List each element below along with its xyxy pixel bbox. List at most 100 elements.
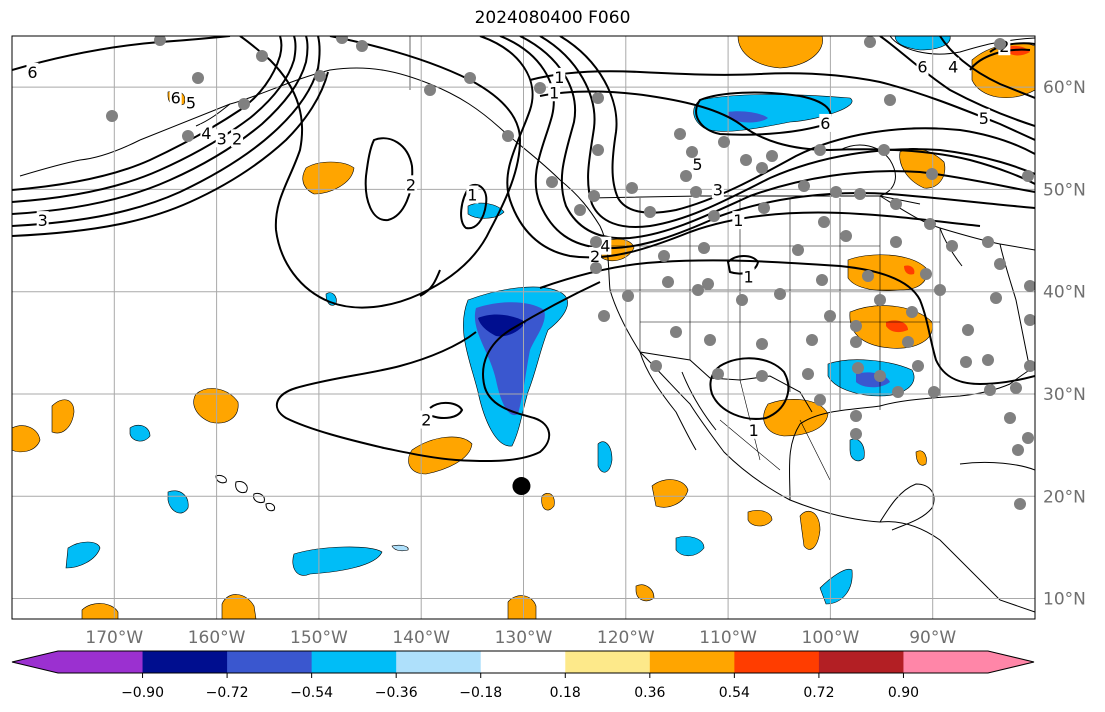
negative-anomaly-area (894, 36, 951, 51)
contour-label: 6 (27, 63, 37, 82)
colorbar-segment (903, 651, 989, 673)
negative-anomaly-area (65, 541, 101, 569)
latitude-tick-label: 20°N (1043, 487, 1086, 507)
latitude-tick-label: 60°N (1043, 78, 1086, 98)
colorbar-tick-label: 0.54 (719, 685, 750, 701)
positive-anomaly-area (799, 510, 821, 550)
contour-label: 3 (217, 129, 227, 148)
contour-label: 5 (692, 155, 702, 174)
positive-anomaly-area (12, 425, 41, 453)
latitude-labels: 10°N 20°N 30°N 40°N 50°N 60°N (1043, 78, 1086, 609)
contour-label-background (169, 88, 182, 107)
positive-anomaly-area (915, 450, 927, 466)
contour-label: 3 (713, 180, 723, 199)
contour-label: 1 (749, 421, 759, 440)
colorbar-segment (227, 651, 313, 673)
colorbar-over-extension (988, 651, 1034, 673)
map-title: 2024080400 F060 (474, 8, 631, 28)
contour-label-background (711, 180, 724, 199)
contour-label-background (26, 62, 39, 81)
negative-anomaly-core (728, 111, 768, 123)
longitude-tick-label: 110°W (699, 628, 757, 648)
contour-label: 1 (733, 211, 743, 230)
colorbar-segment (649, 651, 735, 673)
negative-anomaly-area (675, 536, 705, 557)
contour-label: 2 (590, 247, 600, 266)
colorbar-segment (480, 651, 566, 673)
colorbar-tick-label: 0.18 (550, 685, 581, 701)
negative-anomaly-area (129, 424, 151, 442)
contour-label: 6 (820, 114, 830, 133)
contour-label-background (466, 185, 479, 204)
positive-anomaly-area (408, 436, 473, 475)
contour-label: 2 (406, 175, 416, 194)
contour-label-background (916, 57, 929, 76)
colorbar-segment (734, 651, 820, 673)
colorbar-tick-label: −0.18 (459, 685, 502, 701)
contour-label: 4 (201, 124, 211, 143)
contour-label: 2 (421, 411, 431, 430)
contour-label: 4 (600, 237, 610, 256)
colorbar-segment (818, 651, 904, 673)
positive-anomaly-area (507, 595, 537, 619)
contour-label: 3 (38, 211, 48, 230)
contour-label: 5 (979, 109, 989, 128)
positive-anomaly-area (635, 584, 655, 602)
longitude-tick-label: 90°W (909, 628, 956, 648)
contour-label-background (231, 129, 244, 148)
anomaly-shading (12, 36, 1035, 619)
negative-anomaly-area (597, 441, 613, 473)
station-dots (106, 36, 1035, 510)
colorbar-segment (58, 651, 144, 673)
positive-anomaly-area (904, 265, 915, 275)
longitude-tick-label: 120°W (597, 628, 655, 648)
contour-label: 2 (232, 129, 242, 148)
graticule (12, 36, 1035, 619)
colorbar: −0.90 −0.72 −0.54 −0.36 −0.18 0.18 0.36 0.54 0.7… (11, 650, 1035, 701)
positive-anomaly-area (81, 603, 119, 619)
map-frame (11, 35, 1036, 620)
colorbar-segment (396, 651, 482, 673)
positive-anomaly-area (51, 399, 75, 434)
contour-label-background (819, 113, 832, 132)
contour-labels: 665432321116531421216452 (26, 37, 1011, 440)
colorbar-tick-label: −0.54 (290, 685, 333, 701)
longitude-tick-label: 100°W (802, 628, 860, 648)
positive-anomaly-area (193, 388, 239, 424)
positive-anomaly-area (302, 161, 355, 195)
longitude-tick-label: 150°W (290, 628, 348, 648)
latitude-tick-label: 40°N (1043, 283, 1086, 303)
positive-anomaly-area (737, 36, 823, 69)
storm-position-marker (512, 477, 531, 496)
contour-label: 1 (549, 83, 559, 102)
colorbar-segment (311, 651, 397, 673)
colorbar-segment (142, 651, 228, 673)
contour-label: 5 (186, 93, 196, 112)
longitude-tick-label: 170°W (85, 628, 143, 648)
contour-label: 4 (948, 58, 958, 77)
contour-label-background (691, 154, 704, 173)
contour-label-background (404, 175, 417, 194)
positive-anomaly-area (651, 479, 689, 508)
longitude-tick-label: 140°W (392, 628, 450, 648)
colorbar-tick-label: 0.36 (634, 685, 665, 701)
latitude-tick-label: 50°N (1043, 180, 1086, 200)
contour-label-background (747, 420, 760, 439)
positive-anomaly-area (541, 493, 555, 511)
contour-label-background (215, 129, 228, 148)
contour-label: 6 (171, 88, 181, 107)
colorbar-tick-label: −0.36 (375, 685, 418, 701)
contour-label-background (599, 236, 612, 255)
latitude-tick-label: 10°N (1043, 590, 1086, 610)
contour-label: 1 (554, 68, 564, 87)
contour-label: 1 (743, 267, 753, 286)
contour-label-background (36, 211, 49, 230)
positive-anomaly-area (886, 320, 908, 333)
contour-label-background (185, 93, 198, 112)
contour-label-background (947, 57, 960, 76)
colorbar-tick-label: 0.90 (888, 685, 919, 701)
negative-anomaly-area (467, 202, 505, 219)
contour-label-background (200, 124, 213, 143)
longitude-tick-label: 160°W (188, 628, 246, 648)
